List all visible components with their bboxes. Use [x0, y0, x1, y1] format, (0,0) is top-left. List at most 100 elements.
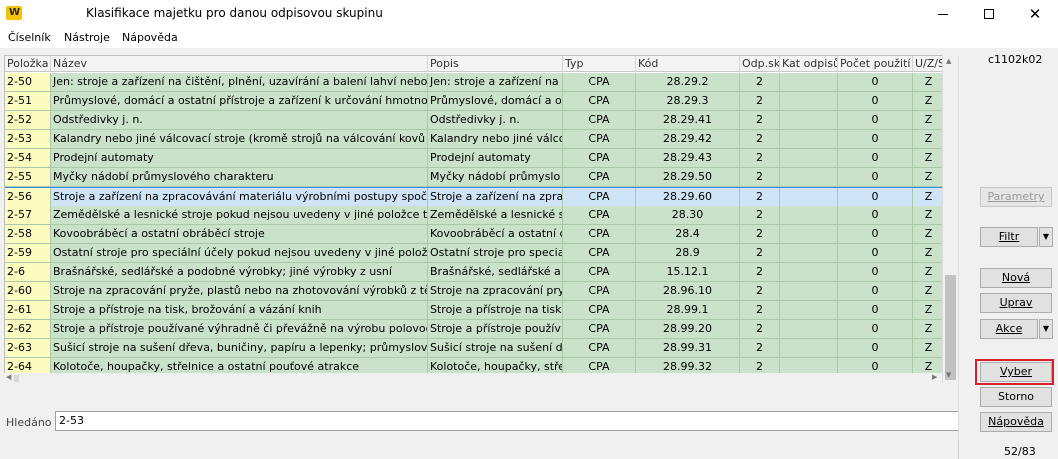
cell-kat-odpisu [780, 188, 838, 206]
table-row[interactable]: 2-63 Sušicí stroje na sušení dřeva, bunič… [5, 339, 945, 358]
cell-uzs: Z [913, 320, 945, 338]
scroll-up-icon[interactable]: ▲ [946, 57, 952, 65]
nova-button[interactable]: Nová [980, 268, 1052, 288]
horizontal-scrollbar[interactable]: ◀ ▶ [4, 373, 942, 384]
col-header-polozka[interactable]: Položka [5, 56, 51, 72]
akce-dropdown-button[interactable]: ▼ [1039, 319, 1053, 339]
col-header-kod[interactable]: Kód [636, 56, 740, 72]
table-row[interactable]: 2-59 Ostatní stroje pro speciální účely p… [5, 244, 945, 263]
cell-polozka: 2-57 [5, 206, 51, 224]
table-row[interactable]: 2-54 Prodejní automaty Prodejní automaty CP… [5, 149, 945, 168]
scroll-left-icon[interactable]: ◀ [6, 373, 12, 381]
table-row[interactable]: 2-6 Brašnářské, sedlářské a podobné výrob… [5, 263, 945, 282]
cell-odpsk: 2 [740, 168, 780, 186]
col-header-nazev[interactable]: Název [51, 56, 428, 72]
close-button[interactable]: ✕ [1012, 0, 1058, 28]
table-row[interactable]: 2-58 Kovoobráběcí a ostatní obráběcí stro… [5, 225, 945, 244]
maximize-button[interactable] [966, 0, 1012, 28]
cell-kat-odpisu [780, 92, 838, 110]
app-logo-icon: W [6, 6, 22, 20]
cell-pocet-pouziti: 0 [838, 168, 913, 186]
table-row[interactable]: 2-50 Jen: stroje a zařízení na čištění, p… [5, 73, 945, 92]
vyber-highlight [975, 359, 1054, 385]
cell-uzs: Z [913, 339, 945, 357]
vertical-scrollbar[interactable]: ▲ ▼ [942, 55, 958, 383]
cell-popis: Kolotoče, houpačky, stře [428, 358, 563, 376]
col-header-pocet-pouziti[interactable]: Počet použití [838, 56, 913, 72]
cell-uzs: Z [913, 130, 945, 148]
table-row[interactable]: 2-57 Zemědělské a lesnické stroje pokud n… [5, 206, 945, 225]
data-grid[interactable]: Položka Název Popis Typ Kód Odp.sk Kat o… [4, 55, 946, 383]
filtr-dropdown-button[interactable]: ▼ [1039, 227, 1053, 247]
cell-nazev: Kolotoče, houpačky, střelnice a ostatní … [51, 358, 428, 376]
cell-popis: Zemědělské a lesnické st [428, 206, 563, 224]
table-row[interactable]: 2-60 Stroje na zpracování pryže, plastů n… [5, 282, 945, 301]
cell-kod: 15.12.1 [636, 263, 740, 281]
col-header-kat-odpisu[interactable]: Kat odpisů [782, 56, 838, 72]
minimize-button[interactable] [920, 0, 966, 28]
cell-typ: CPA [563, 73, 636, 91]
maximize-icon [984, 9, 994, 19]
cell-odpsk: 2 [740, 263, 780, 281]
cell-pocet-pouziti: 0 [838, 320, 913, 338]
cell-nazev: Prodejní automaty [51, 149, 428, 167]
cell-kat-odpisu [780, 168, 838, 186]
cell-uzs: Z [913, 149, 945, 167]
col-header-popis[interactable]: Popis [428, 56, 563, 72]
uprav-button[interactable]: Uprav [980, 293, 1052, 313]
parametry-button[interactable]: Parametry [980, 187, 1052, 207]
cell-pocet-pouziti: 0 [838, 188, 913, 206]
filtr-button[interactable]: Filtr [980, 227, 1038, 247]
cell-polozka: 2-59 [5, 244, 51, 262]
cell-uzs: Z [913, 188, 945, 206]
cell-odpsk: 2 [740, 301, 780, 319]
cell-kat-odpisu [780, 244, 838, 262]
napoveda-button[interactable]: Nápověda [980, 412, 1052, 432]
search-input[interactable]: 2-53 [55, 411, 959, 431]
cell-popis: Myčky nádobí průmyslo [428, 168, 563, 186]
table-row[interactable]: 2-61 Stroje a přístroje na tisk, brožován… [5, 301, 945, 320]
cell-kat-odpisu [780, 149, 838, 167]
cell-popis: Jen: stroje a zařízení na č [428, 73, 563, 91]
title-bar: W Klasifikace majetku pro danou odpisovo… [0, 0, 1058, 28]
cell-kod: 28.99.32 [636, 358, 740, 376]
cell-polozka: 2-54 [5, 149, 51, 167]
menu-napoveda[interactable]: Nápověda [122, 31, 178, 44]
cell-uzs: Z [913, 244, 945, 262]
scroll-down-icon[interactable]: ▼ [946, 371, 952, 379]
cell-typ: CPA [563, 206, 636, 224]
cell-pocet-pouziti: 0 [838, 358, 913, 376]
col-header-uzs[interactable]: U/Z/S [915, 56, 945, 72]
cell-pocet-pouziti: 0 [838, 130, 913, 148]
col-header-typ[interactable]: Typ [563, 56, 636, 72]
col-header-odpsk[interactable]: Odp.sk [742, 56, 780, 72]
horizontal-scroll-thumb[interactable] [14, 375, 19, 382]
table-row[interactable]: 2-52 Odstředivky j. n. Odstředivky j. n. CP… [5, 111, 945, 130]
cell-polozka: 2-62 [5, 320, 51, 338]
menu-ciselnik[interactable]: Číselník [8, 31, 51, 44]
cell-typ: CPA [563, 339, 636, 357]
akce-label: Akce [995, 322, 1023, 335]
vyber-label: Vyber [999, 365, 1032, 378]
cell-pocet-pouziti: 0 [838, 263, 913, 281]
storno-button[interactable]: Storno [980, 387, 1052, 407]
cell-kod: 28.29.60 [636, 188, 740, 206]
vyber-button[interactable]: Vyber [980, 362, 1052, 382]
table-row[interactable]: 2-53 Kalandry nebo jiné válcovací stroje … [5, 130, 945, 149]
table-row[interactable]: 2-62 Stroje a přístroje používané výhradn… [5, 320, 945, 339]
cell-odpsk: 2 [740, 73, 780, 91]
cell-odpsk: 2 [740, 111, 780, 129]
cell-odpsk: 2 [740, 244, 780, 262]
vertical-scroll-thumb[interactable] [945, 275, 956, 380]
table-row[interactable]: 2-56 Stroje a zařízení na zpracovávání ma… [5, 187, 945, 206]
menu-nastroje[interactable]: Nástroje [64, 31, 110, 44]
cell-uzs: Z [913, 263, 945, 281]
akce-button[interactable]: Akce [980, 319, 1038, 339]
table-row[interactable]: 2-55 Myčky nádobí průmyslového charakteru… [5, 168, 945, 187]
table-row[interactable]: 2-51 Průmyslové, domácí a ostatní přístro… [5, 92, 945, 111]
cell-typ: CPA [563, 168, 636, 186]
cell-kat-odpisu [780, 225, 838, 243]
table-row[interactable]: 2-64 Kolotoče, houpačky, střelnice a osta… [5, 358, 945, 377]
scroll-right-icon[interactable]: ▶ [932, 373, 938, 381]
cell-pocet-pouziti: 0 [838, 244, 913, 262]
